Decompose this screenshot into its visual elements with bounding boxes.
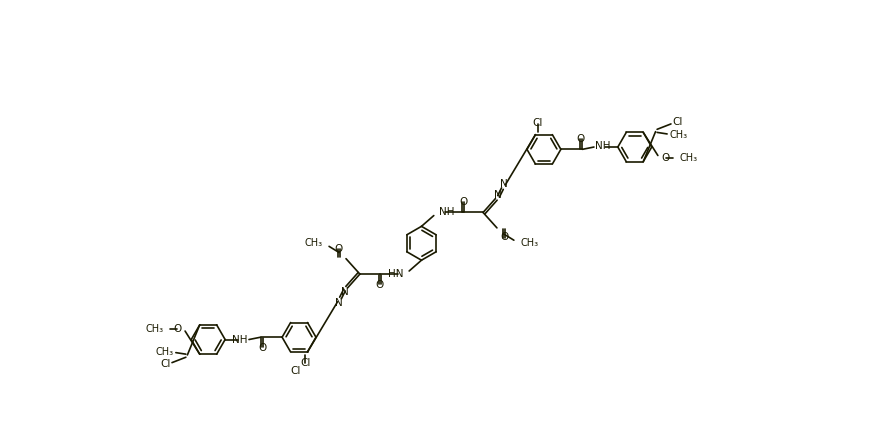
Text: NH: NH [595, 141, 611, 151]
Text: Cl: Cl [300, 358, 311, 368]
Text: O: O [334, 245, 343, 255]
Text: O: O [459, 197, 467, 207]
Text: Cl: Cl [532, 118, 543, 128]
Text: CH₃: CH₃ [669, 130, 688, 140]
Text: CH₃: CH₃ [520, 238, 538, 248]
Text: CH₃: CH₃ [156, 347, 174, 357]
Text: N: N [336, 298, 343, 307]
Text: O: O [258, 343, 266, 353]
Text: O: O [500, 232, 509, 242]
Text: N: N [342, 287, 349, 297]
Text: O: O [376, 280, 384, 290]
Text: CH₃: CH₃ [145, 324, 164, 334]
Text: N: N [500, 179, 507, 189]
Text: Cl: Cl [160, 359, 171, 369]
Text: Cl: Cl [290, 366, 301, 376]
Text: O: O [662, 153, 670, 163]
Text: HN: HN [388, 269, 404, 279]
Text: N: N [494, 190, 502, 200]
Text: NH: NH [232, 335, 247, 345]
Text: CH₃: CH₃ [679, 153, 698, 163]
Text: O: O [577, 133, 585, 143]
Text: NH: NH [439, 208, 455, 218]
Text: CH₃: CH₃ [304, 238, 323, 248]
Text: O: O [173, 324, 182, 334]
Text: Cl: Cl [673, 117, 683, 127]
